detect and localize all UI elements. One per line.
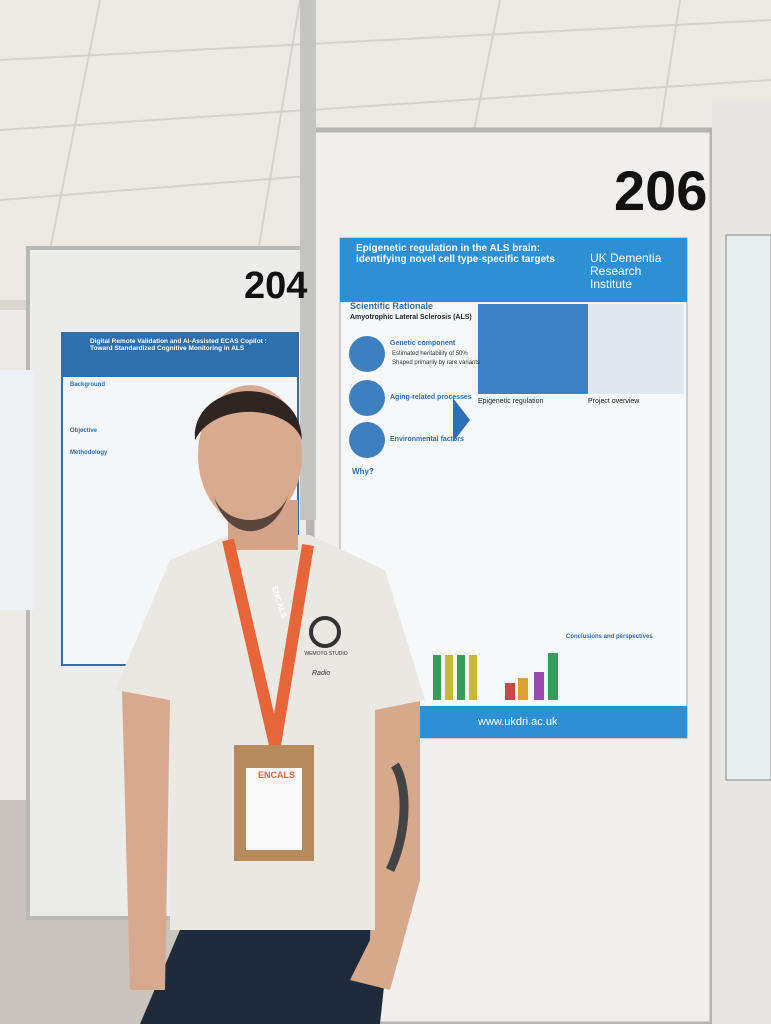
panel-heading: Epigenetic regulation: [478, 398, 544, 405]
section-heading: Objective: [70, 428, 98, 434]
poster-title: Epigenetic regulation in the ALS brain: …: [356, 243, 555, 265]
booth-number: 204: [244, 265, 308, 307]
institute: UK Dementia Research Institute: [590, 251, 662, 292]
face: [198, 385, 302, 525]
factor-point: Shaped primarily by rare variants: [392, 360, 481, 366]
left-arm: [122, 690, 170, 990]
beard: [212, 490, 290, 532]
tattoo: [385, 762, 409, 873]
section-heading: Methodology: [70, 450, 108, 456]
factor: Aging-related processes: [390, 394, 472, 401]
poster-206-box: [478, 304, 588, 394]
url: www.ukdri.ac.uk: [478, 716, 558, 728]
section-heading: Background: [70, 382, 106, 388]
icon: [349, 422, 385, 458]
factor-point: Estimated heritability of 50%: [392, 351, 468, 357]
badge-card: [246, 768, 302, 850]
headphones-print: [309, 616, 341, 648]
far-poster: [0, 370, 34, 610]
factor: Environmental factors: [390, 436, 464, 443]
person: [115, 385, 425, 1024]
icon: [349, 380, 385, 416]
panel-heading: Project overview: [588, 398, 640, 405]
side-poster: [725, 234, 771, 781]
poster-206-header: [340, 238, 687, 302]
badge-text: ENCALS: [258, 770, 296, 780]
conclusions-heading: Conclusions and perspectives: [566, 634, 653, 640]
subtitle: Amyotrophic Lateral Sclerosis (ALS): [350, 314, 472, 321]
factor: Genetic component: [390, 340, 456, 347]
arrow: [453, 398, 470, 442]
section-heading: Scientific Rationale: [350, 301, 434, 311]
icon: [349, 336, 385, 372]
poster-title: Digital Remote Validation and AI-Assiste…: [90, 338, 267, 353]
poster-204-header: [62, 333, 298, 377]
shirt-print: Radio: [312, 670, 331, 677]
hair: [194, 391, 302, 440]
poster-206-figure: [588, 304, 684, 394]
jeans: [140, 930, 390, 1024]
poster-bars: [433, 653, 558, 700]
booth-number: 206: [614, 159, 708, 222]
why-heading: Why?: [352, 467, 374, 476]
pole: [300, 0, 316, 520]
right-arm: [350, 690, 420, 990]
shirt-print: WEMOTO STUDIO: [304, 651, 348, 657]
